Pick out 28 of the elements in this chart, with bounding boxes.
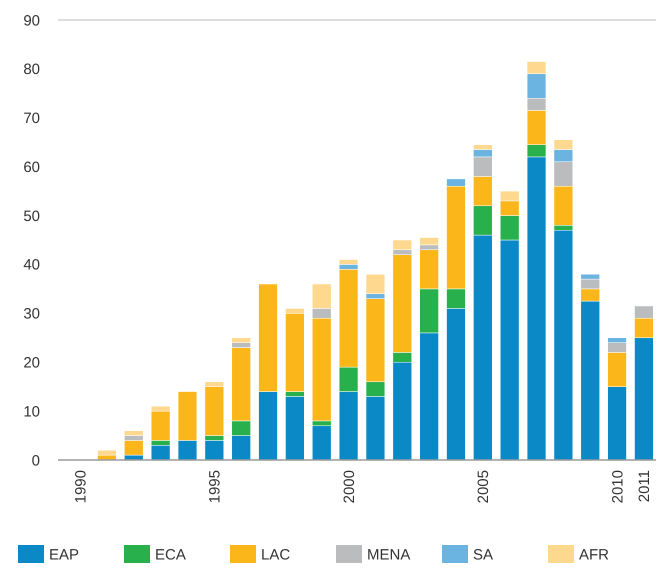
x-tick-label: 2000 [340,470,358,504]
y-tick-label: 60 [23,158,40,176]
bar [285,396,305,460]
x-tick-label: 2011 [636,470,654,502]
legend-label: AFR [579,546,610,564]
bar [97,450,117,456]
y-tick-label: 0 [32,452,40,470]
x-tick-label: 2005 [475,470,492,504]
legend-label: SA [473,546,494,564]
bar [124,440,144,456]
legend-label: ECA [155,546,186,564]
x-tick-label: 2010 [609,470,626,504]
x-tick-label: 1995 [206,470,224,504]
legend-label: MENA [367,546,410,564]
x-tick-label: 1990 [72,470,90,504]
y-tick-label: 40 [23,256,40,274]
y-tick-label: 30 [23,306,40,323]
bar [150,445,170,460]
y-tick-label: 80 [23,61,40,78]
legend-label: LAC [261,546,290,564]
y-tick-label: 20 [23,354,40,372]
bar [554,230,574,460]
y-tick-label: 10 [23,403,40,420]
y-tick-label: 50 [23,208,40,225]
bar [204,440,224,460]
legend-label: EAP [49,546,80,564]
y-tick-label: 90 [23,12,40,30]
y-tick-label: 70 [23,110,40,128]
